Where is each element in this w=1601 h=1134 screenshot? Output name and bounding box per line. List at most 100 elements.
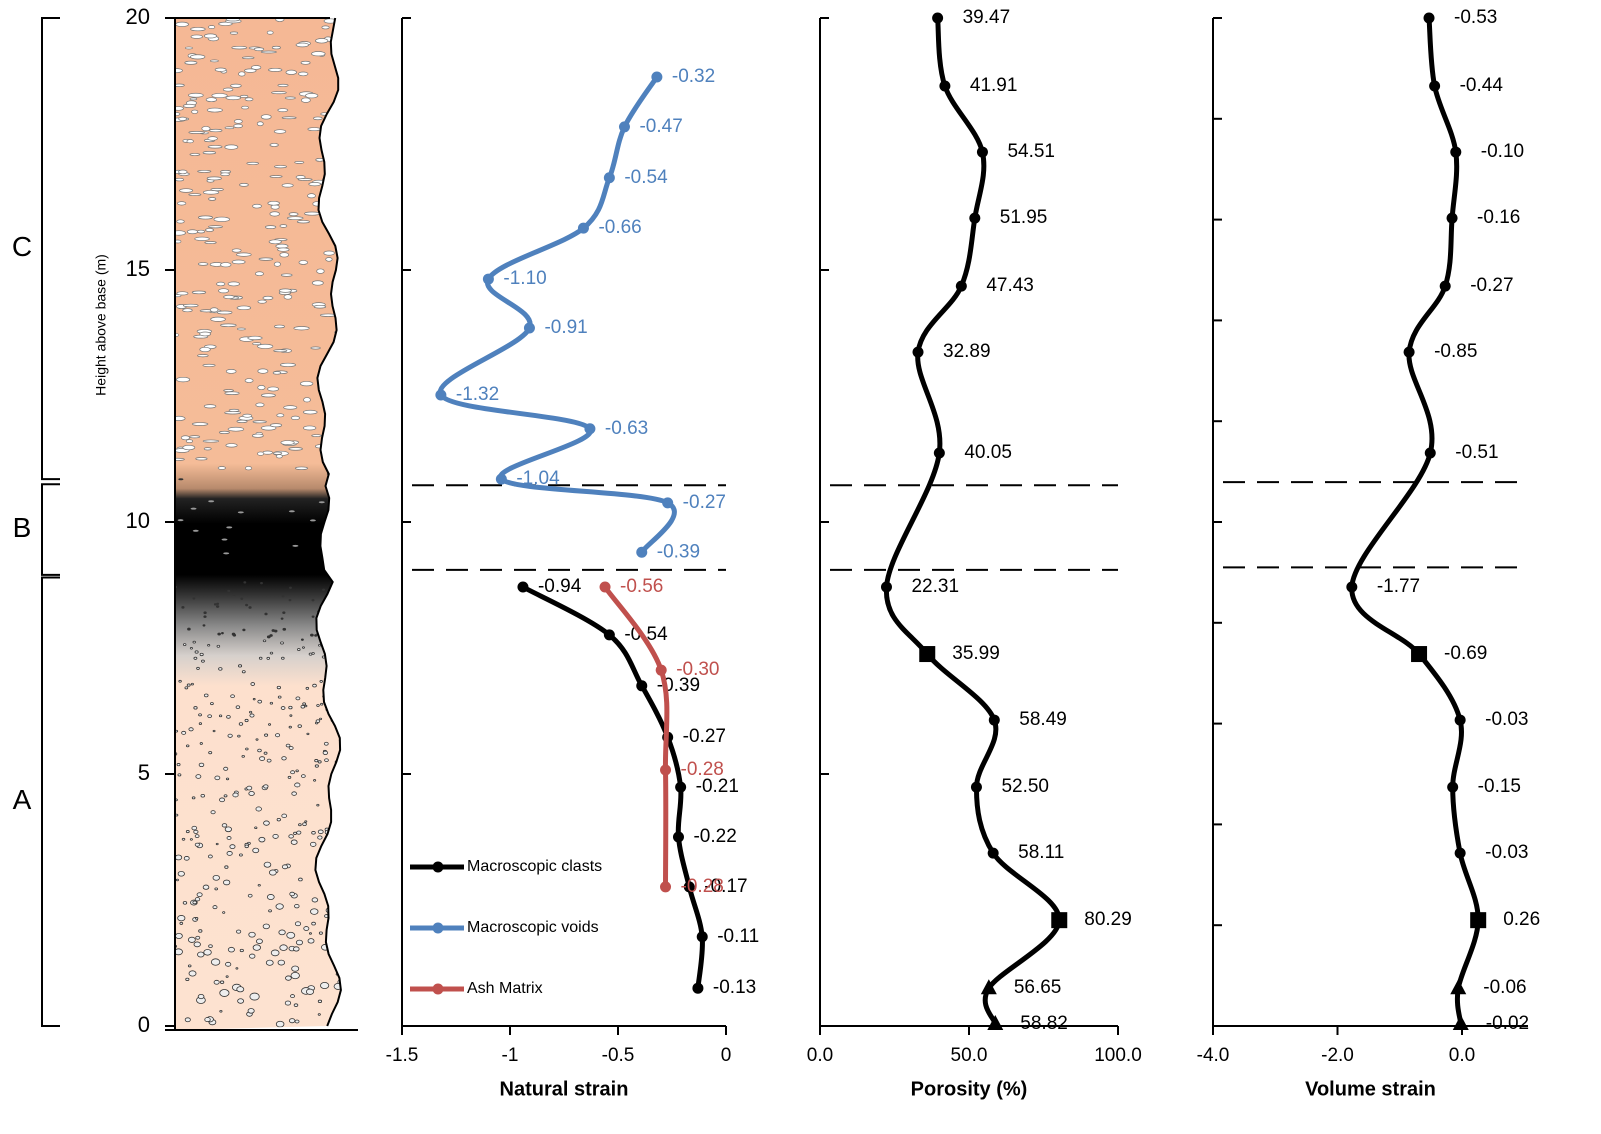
lithic-clast <box>294 904 300 909</box>
data-label: 22.31 <box>911 576 959 597</box>
lithic-clast <box>188 727 194 732</box>
void-clast <box>273 129 287 134</box>
void-clast <box>197 262 209 266</box>
void-clast <box>266 30 274 35</box>
lithic-clast <box>213 603 217 606</box>
data-label: -0.21 <box>696 776 739 797</box>
lithic-clast <box>224 865 229 869</box>
lithic-clast <box>212 729 216 733</box>
lithic-clast <box>339 883 341 890</box>
void-clast <box>293 326 310 331</box>
void-clast <box>288 510 295 513</box>
lithic-clast <box>276 817 281 822</box>
void-clast <box>175 239 182 244</box>
lithic-clast <box>275 903 284 910</box>
void-clast <box>199 331 211 337</box>
data-point <box>1454 847 1466 859</box>
void-clast <box>237 327 246 331</box>
void-clast <box>286 216 304 221</box>
lithic-clast <box>185 977 190 981</box>
void-clast <box>318 501 325 504</box>
void-clast <box>279 224 288 228</box>
void-clast <box>177 201 187 206</box>
void-clast <box>191 109 199 114</box>
lithic-clast <box>268 909 272 913</box>
lithic-clast <box>229 844 236 849</box>
data-point <box>696 931 708 943</box>
void-clast <box>217 466 226 470</box>
lithic-clast <box>290 770 296 775</box>
void-clast <box>284 96 296 100</box>
data-label: -1.77 <box>1377 576 1420 597</box>
void-clast <box>208 500 215 503</box>
void-clast <box>262 295 274 301</box>
void-clast <box>255 271 264 277</box>
data-label: -0.85 <box>1434 341 1477 362</box>
lithic-clast <box>263 861 272 868</box>
lithic-clast <box>227 946 235 953</box>
void-clast <box>182 308 193 313</box>
lithic-clast <box>202 884 210 890</box>
lithic-clast <box>210 810 216 815</box>
data-label: -0.22 <box>693 826 736 847</box>
lithic-clast <box>338 968 341 972</box>
data-point <box>482 273 494 285</box>
lithic-clast <box>177 870 185 877</box>
lithic-clast <box>302 702 307 706</box>
void-clast <box>277 83 289 87</box>
void-clast <box>182 444 196 451</box>
lithic-clast <box>223 766 229 771</box>
void-clast <box>274 324 285 329</box>
void-clast <box>216 310 233 315</box>
void-clast <box>207 136 218 141</box>
lithic-clast <box>252 698 256 701</box>
column-fill <box>175 18 341 1030</box>
void-clast <box>283 405 298 410</box>
lithic-clast <box>269 634 273 637</box>
void-clast <box>244 97 254 102</box>
lithic-clast <box>290 994 295 999</box>
y-tick-label: 20 <box>126 4 150 29</box>
lithic-clast <box>193 656 198 660</box>
lithic-clast <box>281 864 289 870</box>
lithic-clast <box>187 964 192 968</box>
data-point <box>1051 912 1068 929</box>
lithic-clast <box>340 690 341 693</box>
void-clast <box>206 107 223 113</box>
void-clast <box>260 50 277 54</box>
lithic-clast <box>310 841 317 847</box>
lithic-clast <box>188 970 197 977</box>
void-clast <box>281 116 297 120</box>
data-point <box>987 847 999 859</box>
lithic-clast <box>195 917 199 920</box>
lithic-clast <box>266 635 271 639</box>
lithic-clast <box>298 877 303 882</box>
void-clast <box>285 69 297 75</box>
lithic-clast <box>295 696 301 701</box>
data-point <box>584 423 596 435</box>
lithic-clast <box>203 949 212 956</box>
lithic-clast <box>249 713 255 718</box>
lithic-clast <box>300 704 306 709</box>
lithic-clast <box>215 605 220 608</box>
void-clast <box>269 143 279 147</box>
lithic-clast <box>334 626 338 630</box>
data-label: -0.17 <box>704 876 747 897</box>
void-clast <box>225 443 238 448</box>
data-point <box>636 546 648 558</box>
data-label: 51.95 <box>1000 207 1048 228</box>
void-clast <box>281 183 294 188</box>
lithic-clast <box>198 713 202 717</box>
lithic-clast <box>278 929 286 936</box>
legend-label: Ash Matrix <box>467 980 543 997</box>
void-clast <box>182 303 199 308</box>
lithic-clast <box>175 854 183 861</box>
lithic-clast <box>182 901 188 905</box>
data-point <box>675 781 687 793</box>
lithic-clast <box>268 723 272 726</box>
lithic-clast <box>314 759 319 763</box>
data-point <box>618 121 630 133</box>
unit-label: C <box>12 231 32 262</box>
unit-bracket <box>41 576 60 1027</box>
void-clast <box>191 290 207 295</box>
